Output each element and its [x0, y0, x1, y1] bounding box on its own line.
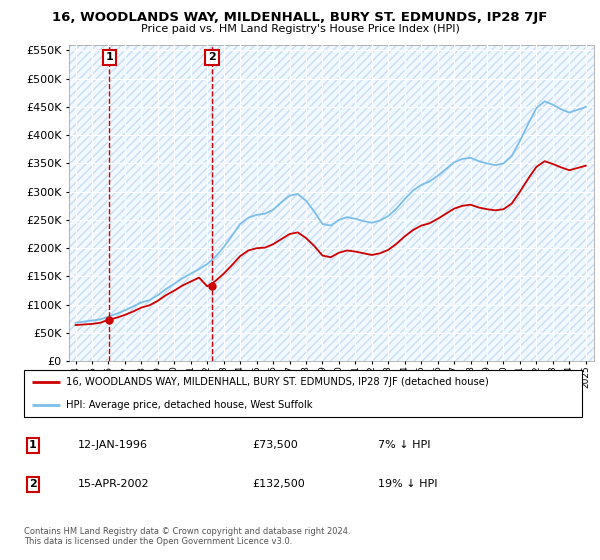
Text: 1: 1	[105, 53, 113, 63]
Text: Contains HM Land Registry data © Crown copyright and database right 2024.
This d: Contains HM Land Registry data © Crown c…	[24, 526, 350, 546]
Text: 15-APR-2002: 15-APR-2002	[78, 479, 149, 489]
Text: 16, WOODLANDS WAY, MILDENHALL, BURY ST. EDMUNDS, IP28 7JF: 16, WOODLANDS WAY, MILDENHALL, BURY ST. …	[52, 11, 548, 24]
Text: 7% ↓ HPI: 7% ↓ HPI	[378, 440, 431, 450]
Text: Price paid vs. HM Land Registry's House Price Index (HPI): Price paid vs. HM Land Registry's House …	[140, 24, 460, 34]
Text: 12-JAN-1996: 12-JAN-1996	[78, 440, 148, 450]
Text: HPI: Average price, detached house, West Suffolk: HPI: Average price, detached house, West…	[66, 400, 313, 410]
Text: 16, WOODLANDS WAY, MILDENHALL, BURY ST. EDMUNDS, IP28 7JF (detached house): 16, WOODLANDS WAY, MILDENHALL, BURY ST. …	[66, 377, 488, 388]
Text: 2: 2	[208, 53, 216, 63]
Text: 2: 2	[29, 479, 37, 489]
Text: £73,500: £73,500	[252, 440, 298, 450]
Text: 19% ↓ HPI: 19% ↓ HPI	[378, 479, 437, 489]
Text: £132,500: £132,500	[252, 479, 305, 489]
Text: 1: 1	[29, 440, 37, 450]
